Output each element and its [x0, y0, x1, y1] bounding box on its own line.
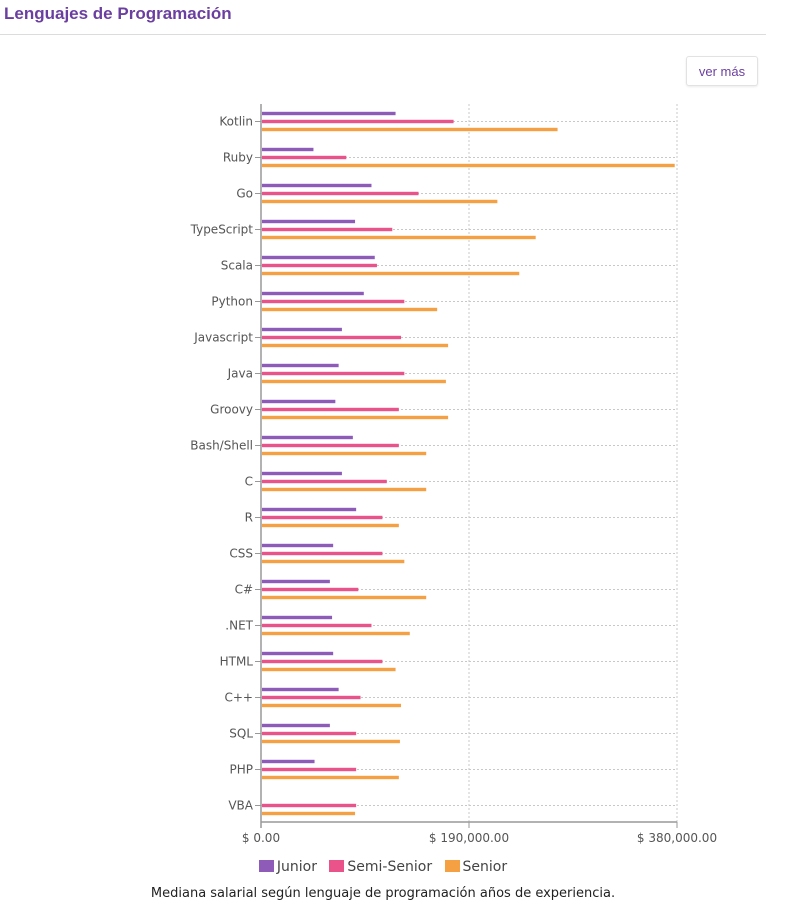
bar-bash-shell-junior	[262, 435, 353, 440]
y-tick-label: Groovy	[210, 403, 253, 417]
y-tick-label: C++	[225, 691, 254, 705]
bar-php-senior	[262, 775, 399, 780]
legend-swatch-semi-senior	[329, 860, 345, 872]
bar-css-senior	[262, 559, 405, 564]
bar-bash-shell-semi-senior	[262, 443, 399, 448]
bar-c-semi-senior	[262, 479, 387, 484]
bar-typescript-senior	[262, 235, 536, 240]
bar-php-junior	[262, 759, 315, 764]
y-tick-label: SQL	[229, 727, 253, 741]
bar-html-senior	[262, 667, 396, 672]
bar-net-senior	[262, 631, 410, 636]
bar-c-senior	[262, 703, 402, 708]
legend-item-senior[interactable]: Senior	[444, 859, 508, 875]
bar-net-semi-senior	[262, 623, 372, 628]
bar-c-junior	[262, 687, 339, 692]
bar-c-semi-senior	[262, 587, 359, 592]
bar-ruby-junior	[262, 147, 314, 152]
bar-css-semi-senior	[262, 551, 383, 556]
bar-sql-senior	[262, 739, 400, 744]
bar-java-semi-senior	[262, 371, 405, 376]
legend-item-semi-senior[interactable]: Semi-Senior	[329, 859, 432, 875]
bar-go-senior	[262, 199, 498, 204]
y-tick-label: Bash/Shell	[190, 439, 253, 453]
y-tick-label: C#	[235, 583, 253, 597]
bar-python-semi-senior	[262, 299, 405, 304]
bar-kotlin-senior	[262, 127, 558, 132]
bar-html-semi-senior	[262, 659, 383, 664]
bar-ruby-senior	[262, 163, 675, 168]
chart-legend: Junior Semi-Senior Senior	[0, 859, 766, 875]
bar-python-junior	[262, 291, 364, 296]
y-tick-label: R	[245, 511, 253, 525]
bar-javascript-junior	[262, 327, 342, 332]
y-tick-label: Javascript	[193, 331, 253, 345]
y-tick-label: C	[245, 475, 253, 489]
bar-kotlin-junior	[262, 111, 396, 116]
y-tick-label: Go	[236, 187, 253, 201]
bar-scala-semi-senior	[262, 263, 377, 268]
y-tick-label: .NET	[225, 619, 253, 633]
bar-c-senior	[262, 595, 427, 600]
x-tick-label: $ 380,000.00	[637, 831, 717, 845]
bar-scala-senior	[262, 271, 520, 276]
bar-sql-semi-senior	[262, 731, 357, 736]
see-more-button[interactable]: ver más	[686, 56, 758, 86]
bar-vba-senior	[262, 811, 356, 816]
bar-c-junior	[262, 579, 330, 584]
x-tick-label: $ 0.00	[242, 831, 280, 845]
chart-caption: Mediana salarial según lenguaje de progr…	[150, 886, 616, 901]
bar-vba-semi-senior	[262, 803, 357, 808]
bar-c-senior	[262, 487, 427, 492]
legend-swatch-junior	[258, 860, 274, 872]
bar-sql-junior	[262, 723, 330, 728]
y-tick-label: Java	[227, 367, 253, 381]
bar-bash-shell-senior	[262, 451, 427, 456]
bar-r-junior	[262, 507, 357, 512]
bar-go-semi-senior	[262, 191, 419, 196]
y-tick-label: VBA	[228, 799, 253, 813]
legend-swatch-senior	[444, 860, 460, 872]
bar-groovy-semi-senior	[262, 407, 399, 412]
y-tick-label: TypeScript	[190, 223, 254, 237]
bar-scala-junior	[262, 255, 375, 260]
y-tick-label: Scala	[221, 259, 253, 273]
bar-groovy-senior	[262, 415, 449, 420]
legend-label-junior: Junior	[276, 859, 317, 875]
bar-javascript-semi-senior	[262, 335, 402, 340]
legend-item-junior[interactable]: Junior	[258, 859, 317, 875]
bar-typescript-semi-senior	[262, 227, 393, 232]
bar-c-semi-senior	[262, 695, 361, 700]
title-divider	[0, 34, 766, 35]
bar-java-junior	[262, 363, 339, 368]
bar-r-semi-senior	[262, 515, 383, 520]
legend-label-senior: Senior	[462, 859, 508, 875]
bar-kotlin-semi-senior	[262, 119, 454, 124]
bar-groovy-junior	[262, 399, 336, 404]
bar-php-semi-senior	[262, 767, 357, 772]
section-title: Lenguajes de Programación	[4, 4, 232, 23]
bar-net-junior	[262, 615, 333, 620]
bar-r-senior	[262, 523, 399, 528]
bar-typescript-junior	[262, 219, 356, 224]
legend-label-semi-senior: Semi-Senior	[347, 859, 433, 875]
bar-ruby-semi-senior	[262, 155, 347, 160]
x-tick-label: $ 190,000.00	[429, 831, 509, 845]
y-tick-label: CSS	[229, 547, 253, 561]
bar-css-junior	[262, 543, 334, 548]
y-tick-label: PHP	[230, 763, 254, 777]
bar-javascript-senior	[262, 343, 449, 348]
bar-c-junior	[262, 471, 342, 476]
bar-html-junior	[262, 651, 334, 656]
bar-go-junior	[262, 183, 372, 188]
y-tick-label: Ruby	[223, 151, 253, 165]
y-tick-label: Kotlin	[219, 115, 253, 129]
y-tick-label: HTML	[220, 655, 254, 669]
bar-python-senior	[262, 307, 438, 312]
y-tick-label: Python	[211, 295, 253, 309]
bar-java-senior	[262, 379, 446, 384]
